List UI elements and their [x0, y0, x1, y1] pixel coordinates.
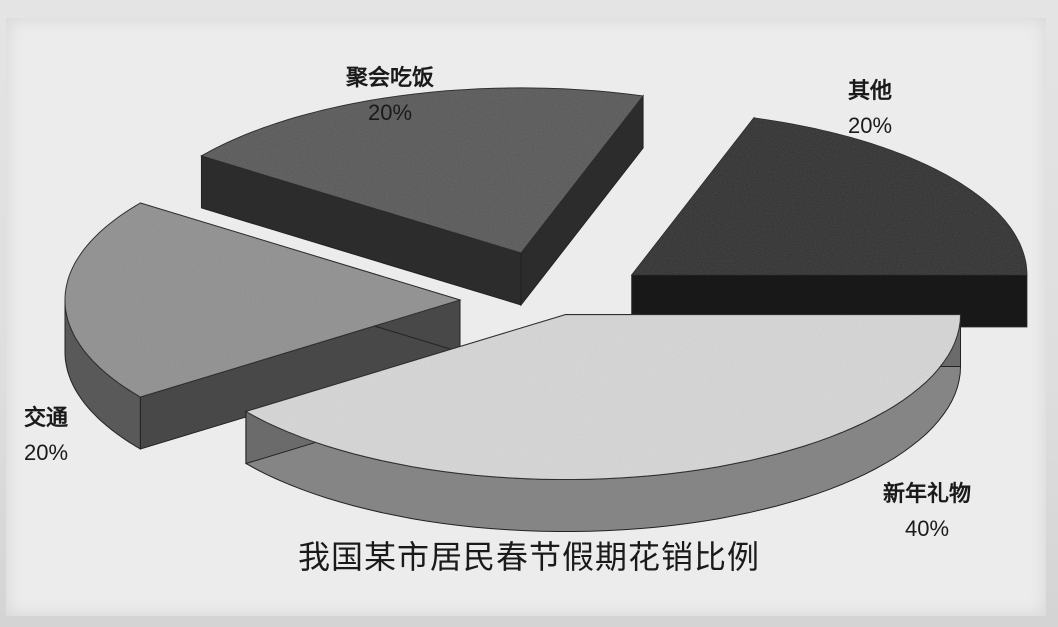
- pie-slice-1: [64, 202, 462, 450]
- pie-slice-3: [630, 116, 1028, 329]
- pie-slice-texture: [65, 203, 460, 397]
- pie-slice-texture: [631, 117, 1027, 275]
- label-slice-3: 其他 20%: [820, 75, 920, 143]
- slice-label-percent: 20%: [847, 113, 893, 138]
- pie-slice-2: [200, 87, 645, 307]
- pie-slice-texture: [245, 314, 961, 480]
- slice-label-percent: 20%: [367, 100, 413, 125]
- pie-slice-texture: [201, 87, 644, 253]
- slice-label-name: 聚会吃饭: [345, 66, 434, 91]
- slice-label-percent: 40%: [904, 516, 950, 541]
- slice-label-name: 交通: [23, 406, 68, 431]
- label-slice-0: 新年礼物 40%: [862, 478, 992, 546]
- slice-label-name: 新年礼物: [882, 482, 971, 507]
- label-slice-2: 聚会吃饭 20%: [330, 62, 450, 130]
- slice-label-name: 其他: [847, 79, 892, 104]
- chart-title: 我国某市居民春节假期花销比例: [297, 538, 760, 576]
- slice-label-percent: 20%: [23, 440, 69, 465]
- label-slice-1: 交通 20%: [6, 402, 86, 470]
- pie-slice-0: [244, 313, 962, 532]
